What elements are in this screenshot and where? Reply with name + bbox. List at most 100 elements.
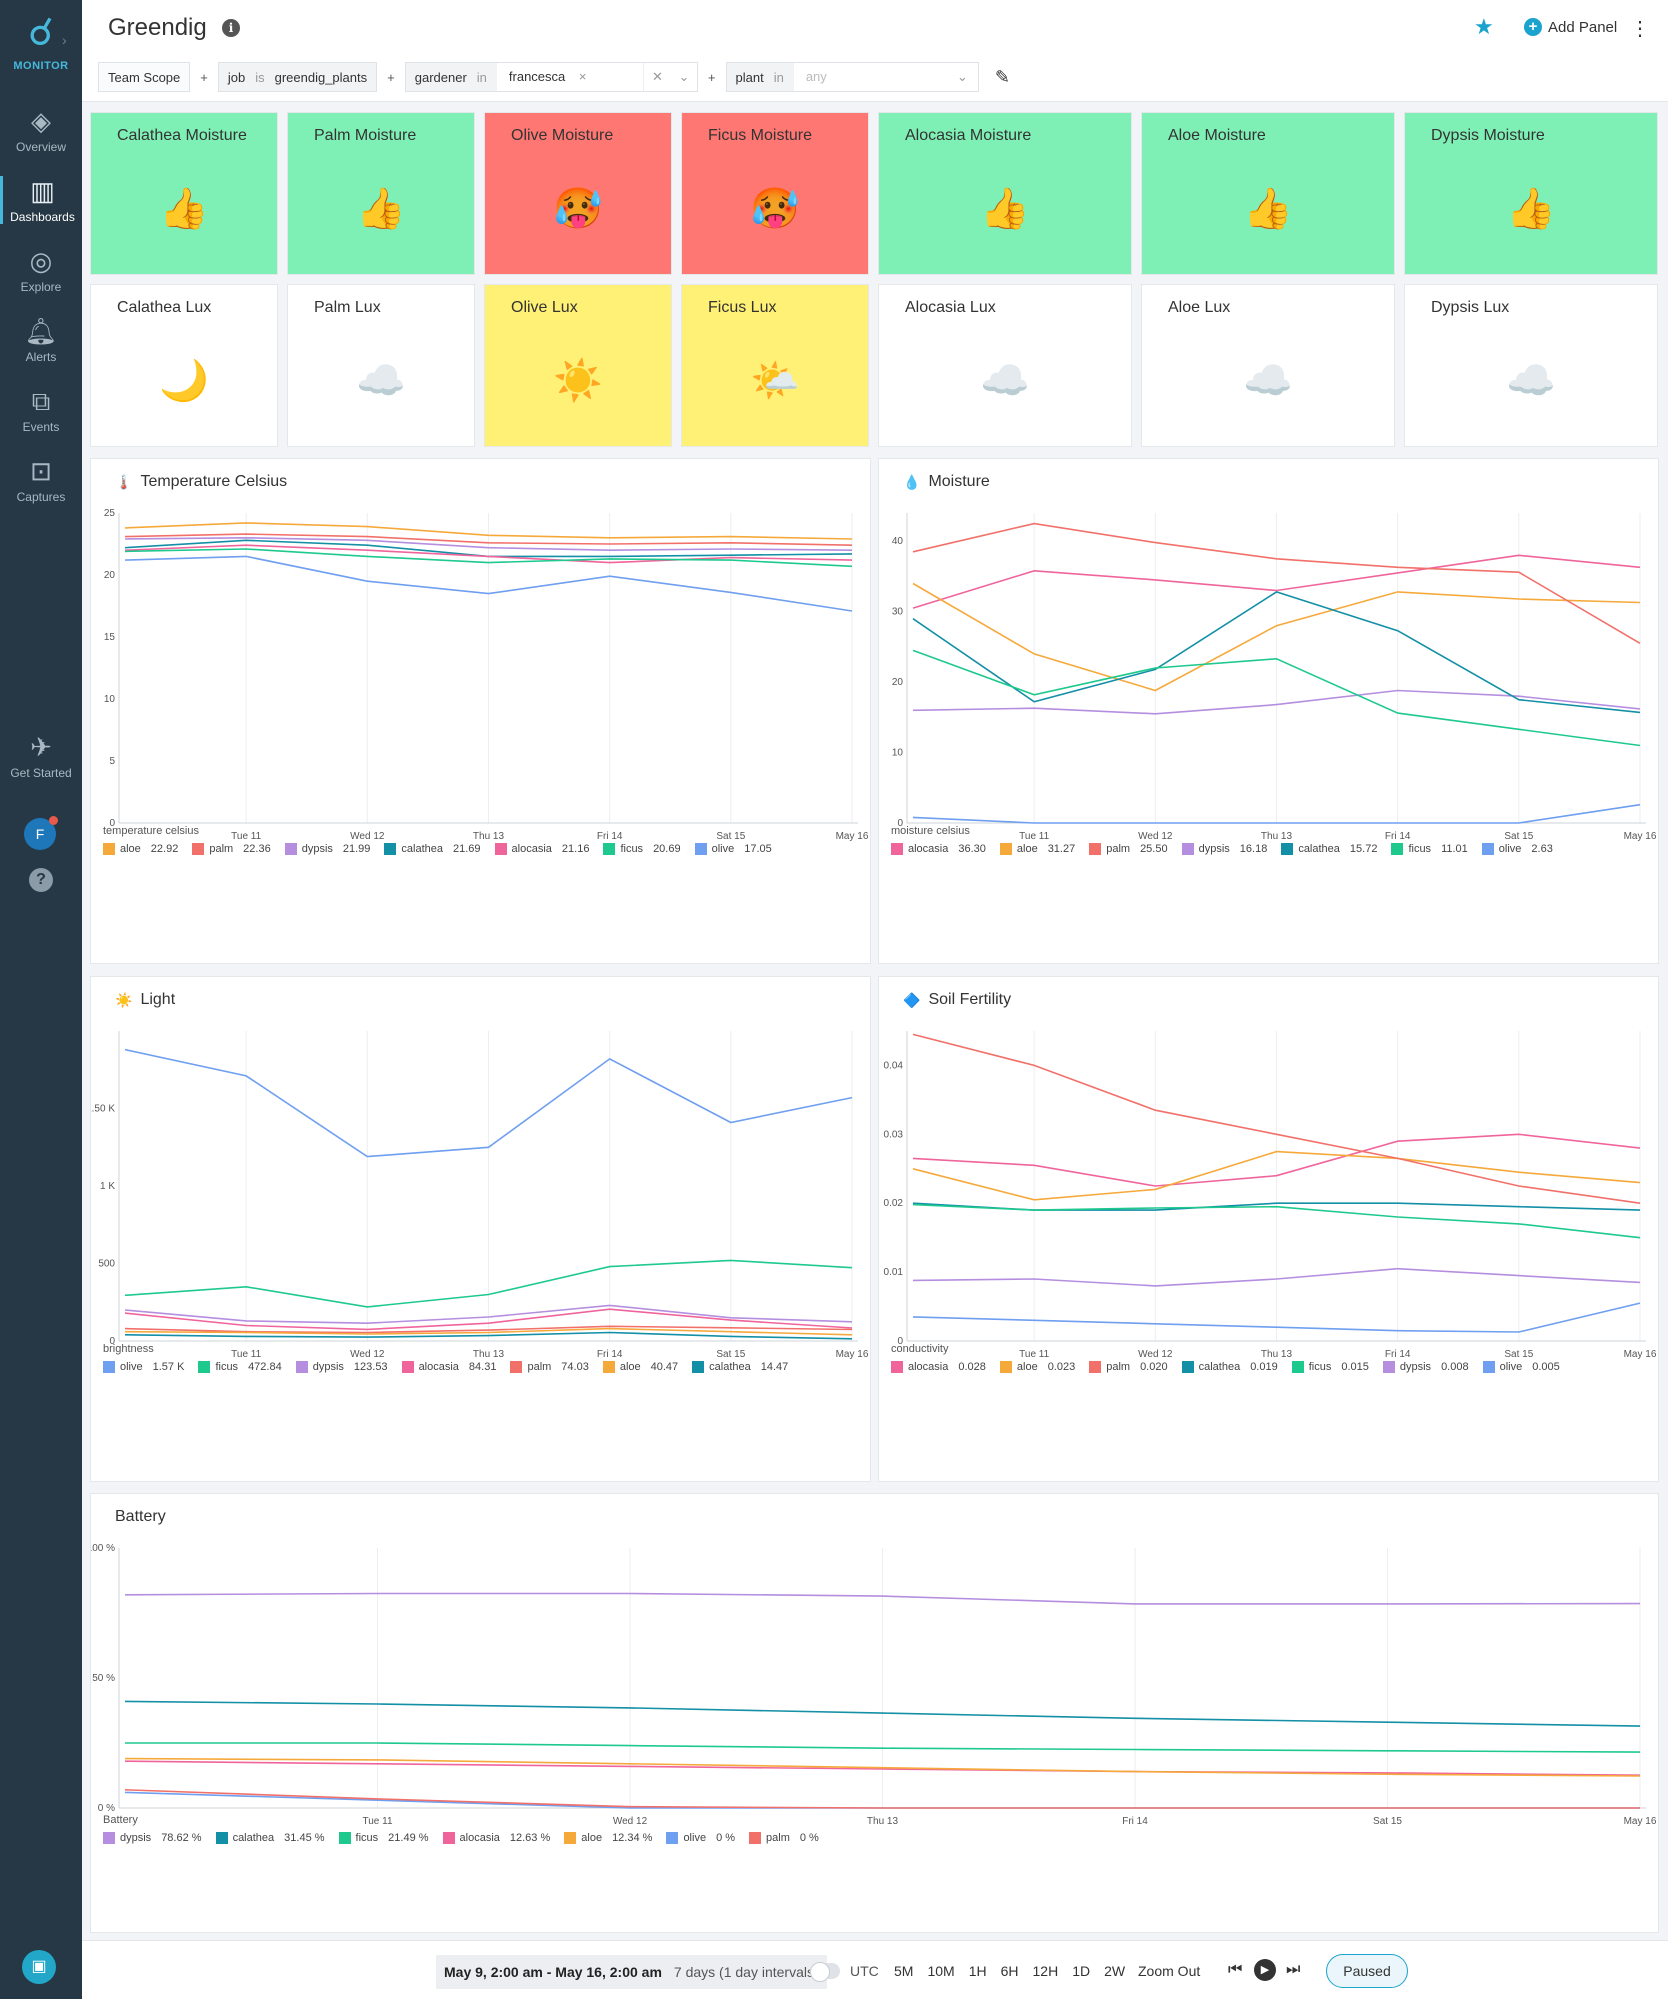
- legend-item-palm[interactable]: palm 0.020: [1089, 1361, 1168, 1373]
- series-line-alocasia[interactable]: [124, 544, 853, 564]
- tile-calathea-moisture[interactable]: Calathea Moisture 👍: [90, 112, 278, 275]
- zoom-out-button[interactable]: Zoom Out: [1138, 1963, 1201, 1979]
- legend-item-calathea[interactable]: calathea 15.72: [1281, 843, 1377, 855]
- play-icon[interactable]: ▶: [1254, 1959, 1276, 1981]
- sidebar-item-explore[interactable]: ◎ Explore: [0, 246, 82, 294]
- series-line-dypsis[interactable]: [912, 689, 1641, 715]
- legend-item-ficus[interactable]: ficus 20.69: [603, 843, 681, 855]
- star-icon[interactable]: ★: [1474, 14, 1494, 39]
- soil-fertility-chart[interactable]: Tue 11 Wed 12 Thu 13 Fri 14 Sat 15 May 16 0 0.0…: [879, 1021, 1660, 1381]
- interval-5m[interactable]: 5M: [894, 1963, 914, 1979]
- legend-item-olive[interactable]: olive 2.63: [1481, 843, 1553, 855]
- legend-item-aloe[interactable]: aloe 31.27: [999, 843, 1075, 855]
- interval-12h[interactable]: 12H: [1032, 1963, 1059, 1979]
- series-line-calathea[interactable]: [912, 591, 1641, 714]
- tile-dypsis-moisture[interactable]: Dypsis Moisture 👍: [1404, 112, 1658, 275]
- legend-item-palm[interactable]: palm 0 %: [749, 1832, 819, 1844]
- legend-item-palm[interactable]: palm 74.03: [510, 1361, 589, 1373]
- series-line-dypsis[interactable]: [912, 1267, 1641, 1287]
- tile-aloe-lux[interactable]: Aloe Lux ☁️: [1141, 284, 1395, 447]
- legend-item-aloe[interactable]: aloe 40.47: [602, 1361, 678, 1373]
- clear-icon[interactable]: ✕: [642, 63, 671, 91]
- interval-10m[interactable]: 10M: [927, 1963, 955, 1979]
- series-line-aloe[interactable]: [124, 1757, 1641, 1777]
- series-line-alocasia[interactable]: [124, 1308, 853, 1331]
- series-line-calathea[interactable]: [124, 1331, 853, 1340]
- utc-toggle[interactable]: [810, 1962, 840, 1982]
- gardener-filter[interactable]: gardener in francesca × ✕ ⌄: [404, 62, 698, 92]
- tile-alocasia-moisture[interactable]: Alocasia Moisture 👍: [878, 112, 1132, 275]
- skip-back-icon[interactable]: ⏮︎: [1228, 1961, 1243, 1978]
- series-line-ficus[interactable]: [125, 1742, 1641, 1753]
- legend-item-olive[interactable]: olive 0.005: [1482, 1361, 1560, 1373]
- series-line-palm[interactable]: [912, 1033, 1641, 1204]
- series-line-olive[interactable]: [124, 555, 853, 612]
- series-line-dypsis[interactable]: [124, 1304, 853, 1325]
- series-line-ficus[interactable]: [124, 1259, 853, 1308]
- series-line-ficus[interactable]: [912, 1203, 1641, 1239]
- series-line-aloe[interactable]: [124, 1327, 853, 1336]
- legend-item-calathea[interactable]: calathea 0.019: [1181, 1361, 1278, 1373]
- plant-value-field[interactable]: any ⌄: [793, 63, 978, 91]
- sidebar-item-dashboards[interactable]: ▥ Dashboards: [0, 176, 82, 224]
- tile-dypsis-lux[interactable]: Dypsis Lux ☁️: [1404, 284, 1658, 447]
- series-line-alocasia[interactable]: [124, 1760, 1641, 1776]
- series-line-alocasia[interactable]: [912, 1133, 1641, 1187]
- legend-item-olive[interactable]: olive 17.05: [694, 843, 772, 855]
- tile-olive-moisture[interactable]: Olive Moisture 🥵: [484, 112, 672, 275]
- legend-item-alocasia[interactable]: alocasia 0.028: [891, 1361, 986, 1373]
- tile-calathea-lux[interactable]: Calathea Lux 🌙: [90, 284, 278, 447]
- series-line-olive[interactable]: [912, 803, 1641, 824]
- series-line-aloe[interactable]: [912, 582, 1641, 692]
- sidebar-item-captures[interactable]: ⊡ Captures: [0, 456, 82, 504]
- tile-ficus-lux[interactable]: Ficus Lux 🌤️: [681, 284, 869, 447]
- series-line-palm[interactable]: [124, 1325, 853, 1334]
- plant-filter[interactable]: plant in any ⌄: [725, 62, 979, 92]
- legend-item-calathea[interactable]: calathea 21.69: [384, 843, 481, 855]
- series-line-alocasia[interactable]: [912, 554, 1641, 609]
- chevron-right-icon[interactable]: ›: [62, 32, 67, 48]
- add-panel-button[interactable]: + Add Panel: [1524, 18, 1617, 36]
- legend-item-calathea[interactable]: calathea 14.47: [692, 1361, 788, 1373]
- sidebar-item-events[interactable]: ⧉ Events: [0, 386, 82, 434]
- tile-palm-lux[interactable]: Palm Lux ☁️: [287, 284, 475, 447]
- time-range-selector[interactable]: May 9, 2:00 am - May 16, 2:00 am 7 days …: [436, 1955, 827, 1989]
- series-line-palm[interactable]: [124, 1789, 1640, 1809]
- info-icon[interactable]: i: [222, 19, 240, 37]
- legend-item-dypsis[interactable]: dypsis 16.18: [1181, 843, 1267, 855]
- legend-item-alocasia[interactable]: alocasia 21.16: [494, 843, 589, 855]
- series-line-olive[interactable]: [124, 1048, 853, 1158]
- job-filter[interactable]: job is greendig_plants: [217, 62, 378, 92]
- sidebar-item-get-started[interactable]: ✈︎ Get Started: [0, 732, 82, 780]
- legend-item-dypsis[interactable]: dypsis 78.62 %: [103, 1832, 202, 1844]
- moisture-chart[interactable]: Tue 11 Wed 12 Thu 13 Fri 14 Sat 15 May 16 0 10 2…: [879, 503, 1660, 863]
- interval-2w[interactable]: 2W: [1104, 1963, 1126, 1979]
- light-chart[interactable]: Tue 11 Wed 12 Thu 13 Fri 14 Sat 15 May 16 0 500…: [91, 1021, 872, 1381]
- chat-icon[interactable]: ▣: [22, 1950, 56, 1984]
- interval-6h[interactable]: 6H: [1000, 1963, 1019, 1979]
- edit-pencil-icon[interactable]: ✎: [994, 66, 1010, 87]
- sidebar-item-overview[interactable]: ◈ Overview: [0, 106, 82, 154]
- tile-ficus-moisture[interactable]: Ficus Moisture 🥵: [681, 112, 869, 275]
- series-line-ficus[interactable]: [912, 649, 1641, 747]
- chevron-down-icon[interactable]: ⌄: [670, 63, 697, 91]
- legend-item-alocasia[interactable]: alocasia 36.30: [891, 843, 986, 855]
- tile-aloe-moisture[interactable]: Aloe Moisture 👍: [1141, 112, 1395, 275]
- interval-1d[interactable]: 1D: [1072, 1963, 1091, 1979]
- sidebar-item-alerts[interactable]: 🔔︎ Alerts: [0, 316, 82, 364]
- series-line-palm[interactable]: [912, 522, 1641, 644]
- legend-item-dypsis[interactable]: dypsis 123.53: [295, 1361, 388, 1373]
- series-line-aloe[interactable]: [912, 1150, 1641, 1201]
- series-line-calathea[interactable]: [124, 1700, 1641, 1727]
- series-line-dypsis[interactable]: [124, 536, 853, 552]
- help-icon[interactable]: ?: [29, 868, 53, 892]
- legend-item-ficus[interactable]: ficus 0.015: [1291, 1361, 1369, 1373]
- interval-1h[interactable]: 1H: [968, 1963, 987, 1979]
- tile-olive-lux[interactable]: Olive Lux ☀️: [484, 284, 672, 447]
- legend-item-olive[interactable]: olive 1.57 K: [103, 1361, 184, 1373]
- legend-item-dypsis[interactable]: dypsis 0.008: [1382, 1361, 1469, 1373]
- chevron-down-icon[interactable]: ⌄: [956, 69, 968, 84]
- tile-palm-moisture[interactable]: Palm Moisture 👍: [287, 112, 475, 275]
- legend-item-palm[interactable]: palm 25.50: [1089, 843, 1168, 855]
- tile-alocasia-lux[interactable]: Alocasia Lux ☁️: [878, 284, 1132, 447]
